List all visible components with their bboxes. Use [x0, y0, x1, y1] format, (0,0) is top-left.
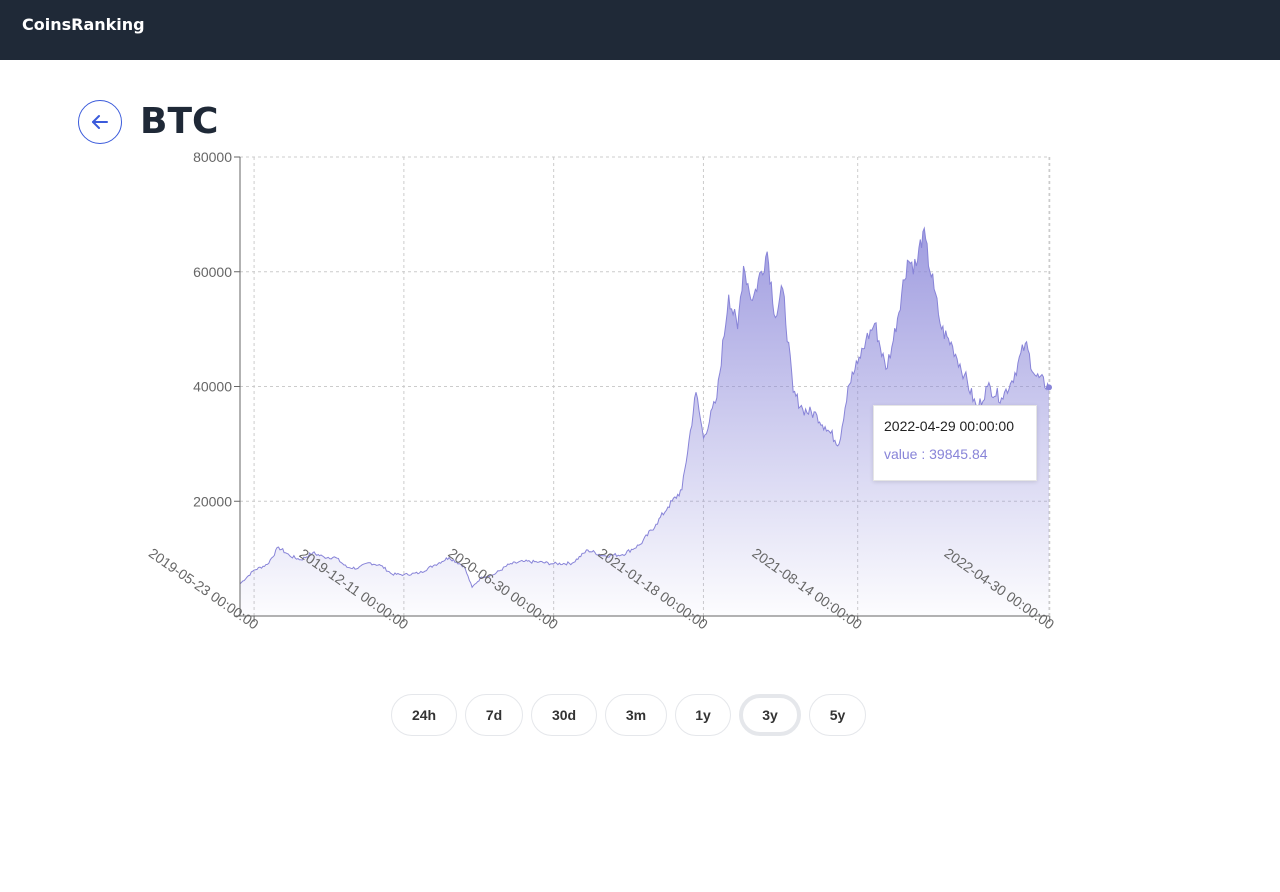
- chart-series: [239, 226, 1052, 616]
- time-range-selector: 24h 7d 30d 3m 1y 3y 5y: [391, 694, 866, 736]
- tooltip-date: 2022-04-29 00:00:00: [884, 418, 1014, 434]
- chart-axes: [234, 156, 1049, 617]
- range-button-3y[interactable]: 3y: [739, 694, 801, 736]
- y-tick-label: 20000: [193, 493, 232, 509]
- arrow-left-icon: [92, 115, 108, 129]
- page-title: BTC: [140, 101, 219, 142]
- top-navbar: CoinsRanking: [0, 0, 1280, 60]
- range-button-7d[interactable]: 7d: [465, 694, 523, 736]
- range-button-5y[interactable]: 5y: [809, 694, 866, 736]
- y-tick-label: 80000: [193, 149, 232, 165]
- range-button-24h[interactable]: 24h: [391, 694, 457, 736]
- brand-logo[interactable]: CoinsRanking: [22, 15, 145, 34]
- tooltip-value: value : 39845.84: [884, 446, 988, 462]
- range-button-30d[interactable]: 30d: [531, 694, 597, 736]
- series-area: [240, 228, 1049, 616]
- range-button-3m[interactable]: 3m: [605, 694, 667, 736]
- series-line: [239, 226, 1050, 589]
- back-button[interactable]: [78, 100, 122, 144]
- chart-tooltip: 2022-04-29 00:00:00 value : 39845.84: [873, 405, 1037, 481]
- y-tick-label: 60000: [193, 264, 232, 280]
- y-tick-label: 40000: [193, 379, 232, 395]
- active-point: [1046, 384, 1052, 391]
- range-button-1y[interactable]: 1y: [675, 694, 731, 736]
- y-axis-ticks: 20000 40000 60000 80000: [193, 149, 232, 509]
